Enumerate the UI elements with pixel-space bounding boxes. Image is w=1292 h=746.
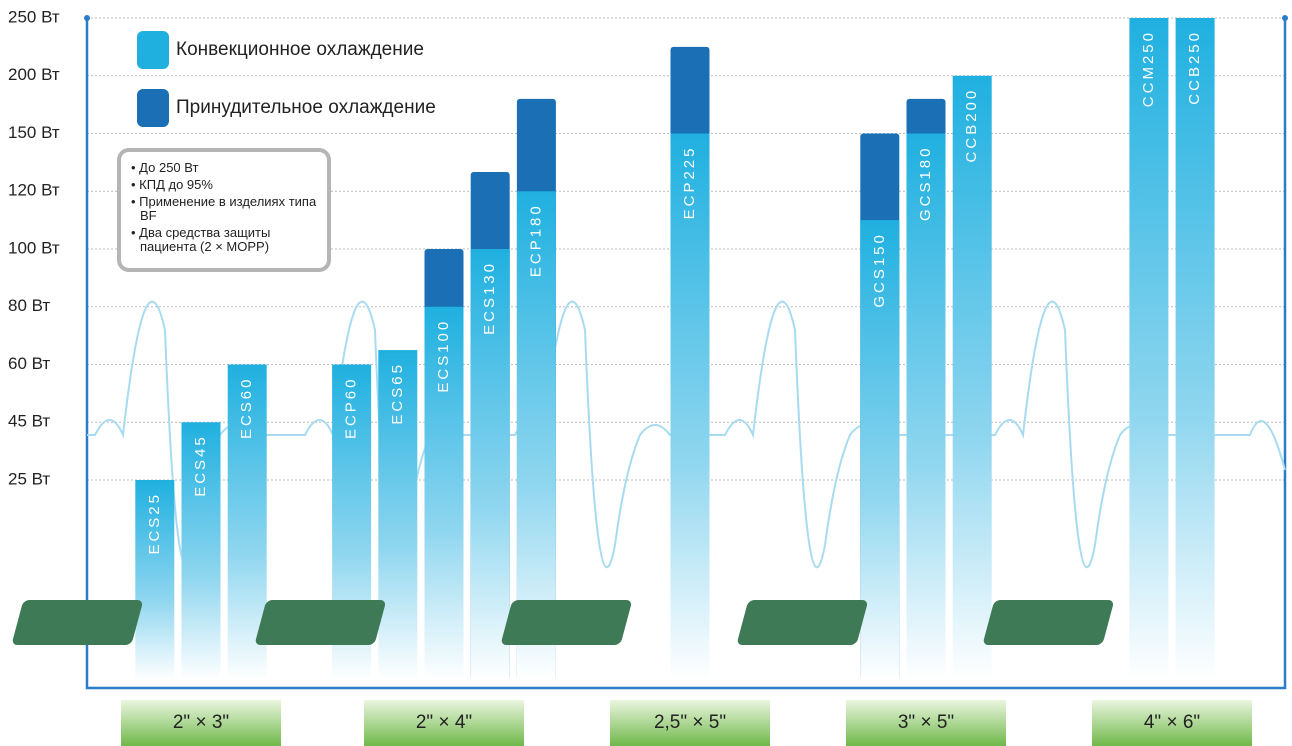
product-label: ECS100 xyxy=(435,319,452,393)
group-label-box xyxy=(1092,700,1252,746)
product-label: GCS150 xyxy=(871,232,888,308)
y-tick-label: 25 Вт xyxy=(8,469,50,488)
group-label: 2" × 4" xyxy=(416,712,472,733)
bar-convection xyxy=(181,422,221,680)
axis-end xyxy=(84,15,90,21)
product-label: ECP180 xyxy=(527,203,544,277)
bar-convection xyxy=(1175,18,1215,680)
axis xyxy=(85,18,1287,690)
product-label: GCS180 xyxy=(917,146,934,222)
module-image xyxy=(12,600,143,645)
module-image xyxy=(501,600,632,645)
product-label: ECP225 xyxy=(681,146,698,220)
legend-label: Конвекционное охлаждение xyxy=(176,39,424,60)
bar-convection xyxy=(378,350,418,680)
bar-convection xyxy=(516,191,556,680)
product-label: ECS60 xyxy=(238,377,255,440)
bar-convection xyxy=(906,133,946,680)
group-label-box xyxy=(364,700,524,746)
bar-convection xyxy=(1129,18,1169,680)
bar-convection xyxy=(470,249,510,680)
group-label: 2" × 3" xyxy=(173,712,229,733)
feature-item: До 250 Вт xyxy=(131,161,317,175)
y-tick-label: 100 Вт xyxy=(8,238,60,257)
module-image xyxy=(737,600,868,645)
y-tick-label: 80 Вт xyxy=(8,296,50,315)
y-tick-label: 120 Вт xyxy=(8,181,60,200)
group-label-box xyxy=(121,700,281,746)
y-tick-label: 250 Вт xyxy=(8,7,60,26)
feature-item: Два средства защиты пациента (2 × MOPP) xyxy=(131,226,317,254)
group-label-box xyxy=(610,700,770,746)
module-image xyxy=(255,600,386,645)
y-tick-label: 150 Вт xyxy=(8,123,60,142)
y-tick-label: 200 Вт xyxy=(8,65,60,84)
product-label: ECS45 xyxy=(192,434,209,497)
legend-label: Принудительное охлаждение xyxy=(176,97,436,118)
group-label: 3" × 5" xyxy=(898,712,954,733)
group-label: 4" × 6" xyxy=(1144,712,1200,733)
group-label-box xyxy=(846,700,1006,746)
bar-convection xyxy=(135,480,175,680)
product-label: ECS130 xyxy=(481,261,498,335)
product-label: ECP60 xyxy=(343,377,360,440)
feature-item: Применение в изделиях типа BF xyxy=(131,195,317,223)
group-label: 2,5" × 5" xyxy=(654,712,726,733)
legend-swatch xyxy=(137,89,169,127)
bar-convection xyxy=(952,75,992,680)
y-tick-label: 45 Вт xyxy=(8,412,50,431)
product-label: CCM250 xyxy=(1140,30,1157,107)
product-label: ECS25 xyxy=(146,492,163,555)
y-tick-label: 60 Вт xyxy=(8,354,50,373)
bar-convection xyxy=(670,133,710,680)
product-label: ECS65 xyxy=(389,362,406,425)
product-label: CCB200 xyxy=(963,88,980,163)
bar-convection xyxy=(424,306,464,680)
product-label: CCB250 xyxy=(1186,30,1203,105)
legend-swatch xyxy=(137,31,169,69)
axis-end xyxy=(1282,15,1288,21)
module-image xyxy=(983,600,1114,645)
feature-list: До 250 Вт КПД до 95% Применение в изделиях… xyxy=(117,148,331,272)
feature-item: КПД до 95% xyxy=(131,178,317,192)
